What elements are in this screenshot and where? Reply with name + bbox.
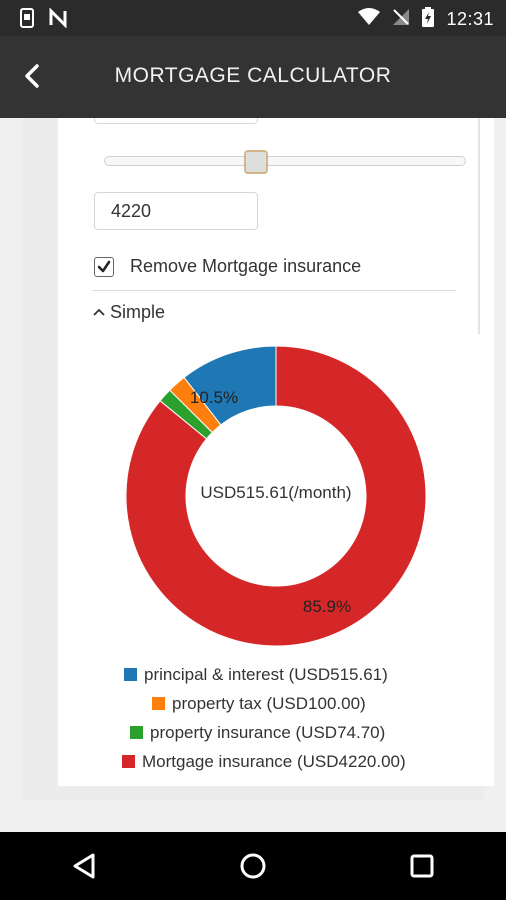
mortgage-insurance-slider-track[interactable]: [104, 156, 466, 166]
battery-charging-icon: [422, 7, 435, 32]
chevron-up-icon: [92, 304, 106, 322]
arrow-left-icon: [22, 63, 42, 93]
status-time: 12:31: [446, 9, 494, 29]
payment-donut-chart: USD515.61(/month) 10.5% 85.9% principal …: [122, 345, 427, 771]
wifi-icon: [358, 8, 381, 31]
remove-insurance-row[interactable]: Remove Mortgage insurance: [94, 256, 361, 277]
results-card: Remove Mortgage insurance Simple USD515.…: [58, 118, 494, 786]
slice-label-principal: 10.5%: [190, 388, 238, 407]
simple-toggle-label: Simple: [110, 302, 166, 322]
remove-insurance-checkbox[interactable]: [94, 256, 114, 277]
remove-insurance-label: Remove Mortgage insurance: [130, 256, 362, 276]
status-bar: 12:31: [0, 0, 506, 36]
system-nav-bar: [0, 832, 506, 900]
legend-label: property tax (USD100.00): [172, 694, 366, 713]
content-area: Remove Mortgage insurance Simple USD515.…: [0, 118, 506, 832]
page-title: MORTGAGE CALCULATOR: [114, 64, 392, 87]
back-button[interactable]: [14, 60, 50, 96]
legend-label: Mortgage insurance (USD4220.00): [142, 752, 406, 771]
legend-swatch: [124, 668, 137, 681]
legend-label: principal & interest (USD515.61): [144, 665, 388, 684]
legend-swatch: [122, 755, 135, 768]
square-recents-icon: [410, 854, 434, 878]
circle-home-icon: [240, 853, 266, 879]
slice-label-mortgage-insurance: 85.9%: [303, 597, 351, 616]
legend-property-insurance: property insurance (USD74.70): [130, 723, 385, 742]
slice-mortgage-insurance: [125, 345, 427, 647]
divider: [92, 290, 456, 291]
center-label: USD515.61(/month): [200, 483, 351, 502]
nav-home-button[interactable]: [223, 836, 283, 896]
no-signal-icon: [392, 8, 410, 31]
nav-recents-button[interactable]: [392, 836, 452, 896]
checkmark-icon: [97, 260, 111, 272]
legend-mortgage-insurance: Mortgage insurance (USD4220.00): [122, 752, 406, 771]
legend-label: property insurance (USD74.70): [150, 723, 385, 742]
simple-toggle[interactable]: Simple: [92, 302, 165, 323]
legend-property-tax: property tax (USD100.00): [152, 694, 366, 713]
mortgage-insurance-slider-thumb[interactable]: [244, 150, 268, 174]
legend-swatch: [130, 726, 143, 739]
calculator-card: Remove Mortgage insurance Simple USD515.…: [22, 118, 494, 800]
top-value-input[interactable]: [94, 118, 258, 124]
nav-back-button[interactable]: [54, 836, 114, 896]
n-notification-icon: [48, 7, 68, 33]
app-bar: MORTGAGE CALCULATOR: [0, 36, 506, 118]
legend-principal-interest: principal & interest (USD515.61): [124, 665, 388, 684]
legend-swatch: [152, 697, 165, 710]
screenshot-notification-icon: [18, 8, 36, 33]
triangle-back-icon: [73, 853, 95, 879]
form-area: Remove Mortgage insurance Simple: [58, 118, 480, 334]
mortgage-insurance-input[interactable]: [94, 192, 258, 230]
